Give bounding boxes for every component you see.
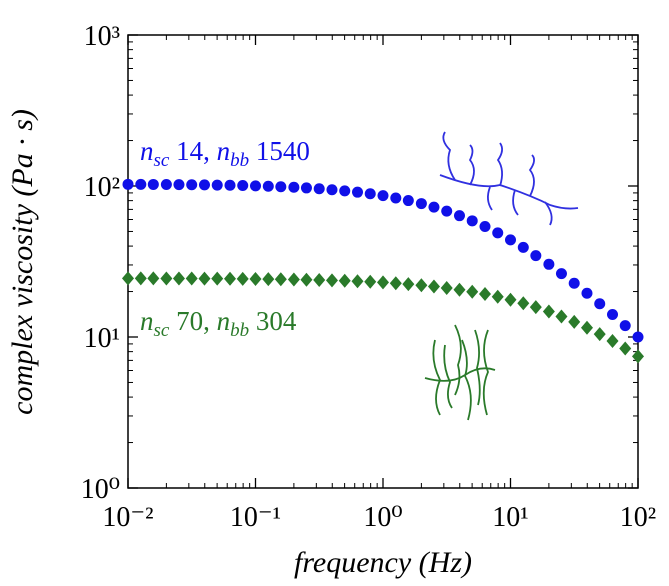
data-point	[580, 320, 593, 335]
data-point	[250, 180, 261, 192]
data-point	[122, 178, 134, 190]
data-point	[619, 341, 632, 356]
data-point	[402, 277, 415, 292]
data-point	[262, 272, 275, 287]
data-point	[172, 271, 185, 286]
data-point	[492, 227, 504, 239]
data-point	[479, 287, 492, 302]
bottlebrush-icon-dense	[424, 324, 496, 421]
data-point	[364, 188, 376, 200]
y-tick-label: 10⁰	[81, 474, 120, 505]
data-point	[607, 308, 619, 320]
data-point	[593, 327, 606, 342]
data-point	[325, 273, 338, 288]
data-point	[287, 272, 300, 287]
data-point	[236, 271, 249, 286]
data-point	[351, 274, 364, 289]
data-point	[185, 271, 198, 286]
data-point	[530, 250, 542, 262]
data-point	[134, 271, 147, 286]
data-point	[441, 205, 453, 217]
y-tick-label: 10³	[84, 21, 120, 52]
data-point	[555, 309, 568, 324]
data-point	[147, 178, 159, 190]
data-point	[529, 300, 542, 315]
x-tick-label: 10⁻¹	[230, 502, 281, 533]
data-point	[427, 279, 440, 294]
data-point	[160, 271, 173, 286]
data-point	[517, 296, 530, 311]
data-point	[491, 289, 504, 304]
data-point	[479, 221, 491, 233]
data-point	[224, 271, 237, 286]
y-tick-label: 10²	[84, 172, 120, 203]
data-point	[606, 334, 619, 349]
data-point	[415, 278, 428, 293]
data-point	[147, 271, 160, 286]
data-point	[542, 304, 555, 319]
data-point	[300, 272, 313, 287]
plot-frame	[127, 34, 639, 489]
x-tick-label: 10²	[620, 502, 656, 533]
data-point	[339, 185, 351, 197]
data-point	[543, 258, 555, 270]
data-point	[377, 190, 389, 202]
data-point	[377, 275, 389, 290]
data-point	[504, 292, 517, 307]
data-point	[466, 215, 478, 227]
data-point	[402, 195, 414, 207]
data-point	[237, 180, 249, 192]
data-point	[428, 201, 440, 213]
x-tick-label: 10⁰	[363, 502, 402, 533]
data-point	[300, 182, 312, 194]
data-point	[249, 271, 262, 286]
x-tick-label: 10⁻²	[102, 502, 153, 533]
data-point	[364, 274, 377, 289]
data-point	[517, 241, 529, 253]
data-point	[466, 284, 479, 299]
bottlebrush-icon-sparse	[439, 131, 579, 226]
data-point	[211, 271, 224, 286]
data-point	[440, 280, 453, 295]
data-point	[415, 198, 427, 210]
data-point	[135, 178, 147, 190]
data-point	[568, 277, 580, 289]
data-point	[632, 349, 644, 364]
data-point	[122, 271, 134, 286]
data-point	[186, 179, 198, 191]
data-point	[352, 186, 364, 198]
data-point	[313, 272, 326, 287]
data-point	[224, 179, 236, 191]
data-point	[594, 298, 606, 310]
data-point	[262, 180, 274, 192]
data-point	[160, 179, 172, 191]
data-point	[390, 192, 402, 204]
x-tick-label: 10¹	[492, 502, 528, 533]
annotation: nsc 14, nbb 1540	[140, 136, 310, 171]
annotation: nsc 70, nbb 304	[140, 306, 297, 341]
x-axis-label: frequency (Hz)	[294, 546, 472, 579]
data-point	[338, 273, 351, 288]
data-point	[505, 234, 516, 246]
data-point	[275, 181, 287, 193]
data-point	[198, 179, 210, 191]
data-point	[389, 276, 402, 291]
data-point	[581, 287, 593, 299]
data-point	[313, 183, 325, 195]
data-point	[568, 314, 581, 329]
data-point	[453, 282, 466, 297]
data-point	[555, 268, 567, 280]
data-point	[619, 320, 631, 332]
data-point	[326, 184, 338, 196]
data-point	[173, 179, 185, 191]
data-point	[632, 331, 644, 343]
y-axis-label: complex viscosity (Pa · s)	[6, 109, 39, 415]
y-tick-label: 10¹	[84, 323, 120, 354]
data-point	[453, 210, 465, 222]
data-point	[274, 272, 287, 287]
data-point	[288, 181, 300, 193]
data-point	[198, 271, 211, 286]
data-point	[211, 179, 223, 191]
